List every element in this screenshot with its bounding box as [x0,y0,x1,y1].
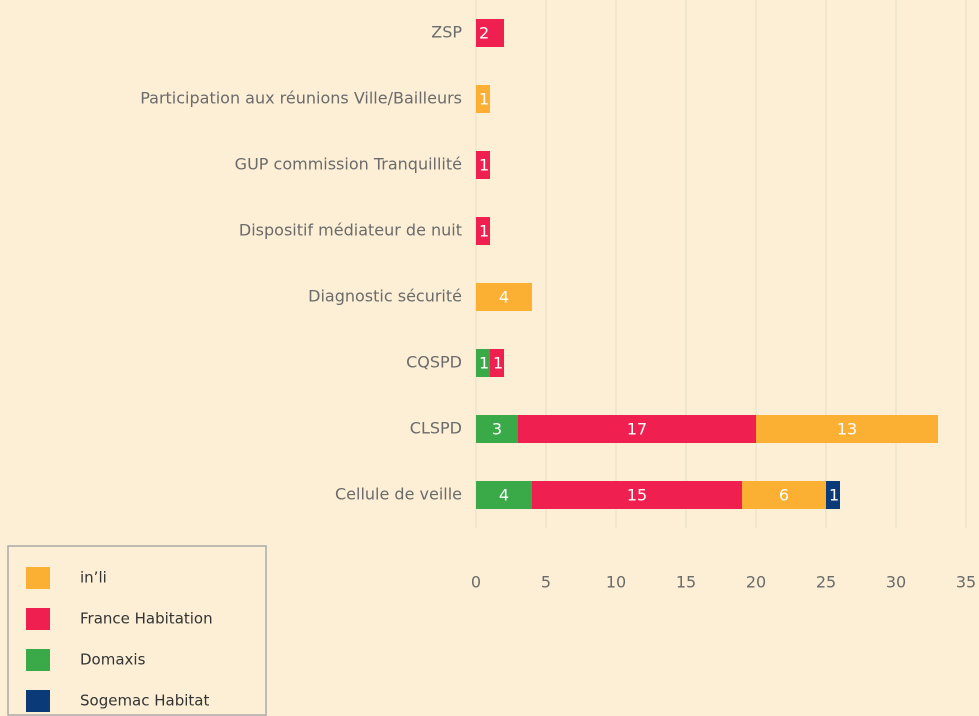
legend-box [7,545,267,716]
y-tick-label: Cellule de veille [335,485,462,504]
legend-label: Domaxis [80,651,146,669]
y-tick-label: Diagnostic sécurité [308,287,462,306]
data-label: 17 [627,420,647,439]
bar-segment [476,481,532,509]
legend-label: in’li [80,569,107,587]
bar-segment [532,481,742,509]
x-tick-label: 5 [541,573,551,592]
data-label: 4 [499,486,509,505]
data-label: 1 [479,354,489,373]
legend-swatch [26,690,50,712]
data-label: 2 [479,24,489,43]
data-label: 6 [779,486,789,505]
y-tick-label: Dispositif médiateur de nuit [239,221,462,240]
x-tick-label: 15 [676,573,696,592]
data-label: 1 [479,156,489,175]
bar-segment [826,481,840,509]
bar-segment [476,415,518,443]
y-tick-label: Participation aux réunions Ville/Bailleu… [140,89,462,108]
x-tick-label: 35 [956,573,976,592]
y-tick-label: GUP commission Tranquillité [235,155,462,174]
bar-segment [476,19,504,47]
y-tick-label: CQSPD [406,353,462,372]
data-label: 4 [499,288,509,307]
bar-segment [742,481,826,509]
bar-segment [476,217,490,245]
y-tick-label: CLSPD [410,419,462,438]
bar-segment [490,349,504,377]
data-label: 1 [479,90,489,109]
bar-segment [476,151,490,179]
bar-segment [756,415,938,443]
data-label: 3 [492,420,502,439]
legend-label: Sogemac Habitat [80,692,210,710]
data-label: 15 [627,486,647,505]
data-label: 1 [479,222,489,241]
x-tick-label: 0 [471,573,481,592]
x-tick-label: 20 [746,573,766,592]
y-tick-label: ZSP [431,23,462,42]
x-tick-label: 10 [606,573,626,592]
data-label: 1 [829,486,839,505]
data-label: 13 [837,420,857,439]
legend-swatch [26,649,50,671]
bar-segment [518,415,756,443]
bar-segment [476,349,490,377]
x-tick-label: 25 [816,573,836,592]
legend-swatch [26,608,50,630]
legend-label: France Habitation [80,610,213,628]
bar-segment [476,85,490,113]
data-label: 1 [493,354,503,373]
legend-swatch [26,567,50,589]
x-tick-label: 30 [886,573,906,592]
bar-segment [476,283,532,311]
